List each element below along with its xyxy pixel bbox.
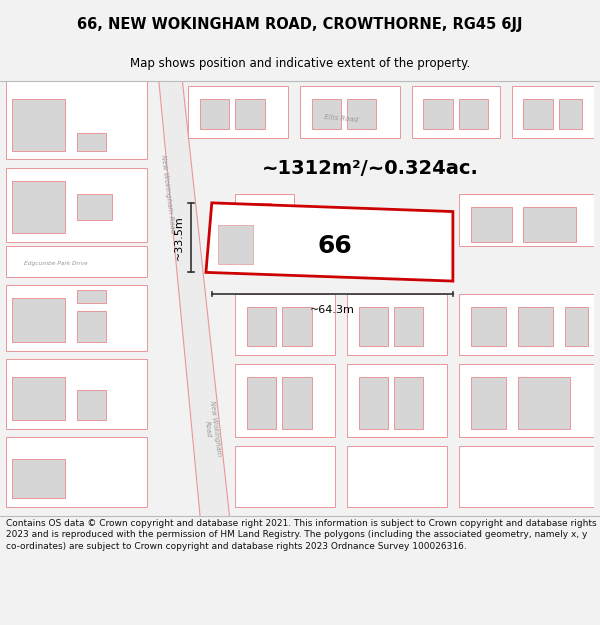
Bar: [518, 307, 553, 346]
Bar: [77, 389, 106, 420]
Bar: [470, 377, 506, 429]
Text: New Wokingham
Road: New Wokingham Road: [202, 400, 221, 458]
Bar: [12, 459, 65, 498]
Bar: [12, 99, 65, 151]
Bar: [512, 86, 594, 138]
Text: 66: 66: [318, 234, 353, 258]
Text: ~33.5m: ~33.5m: [174, 215, 184, 260]
Bar: [12, 298, 65, 342]
Bar: [235, 99, 265, 129]
Bar: [347, 364, 447, 438]
Bar: [523, 208, 577, 242]
Bar: [312, 99, 341, 129]
Text: Ellis Road: Ellis Road: [324, 114, 358, 122]
Text: Contains OS data © Crown copyright and database right 2021. This information is : Contains OS data © Crown copyright and d…: [6, 519, 596, 551]
Bar: [283, 307, 312, 346]
Bar: [394, 307, 424, 346]
Bar: [565, 307, 588, 346]
Bar: [459, 194, 594, 246]
Bar: [77, 290, 106, 302]
Bar: [235, 294, 335, 355]
Bar: [77, 194, 112, 220]
Bar: [347, 446, 447, 507]
Bar: [359, 377, 388, 429]
Bar: [523, 99, 553, 129]
Bar: [235, 446, 335, 507]
Text: Edgcumbe Park Drive: Edgcumbe Park Drive: [23, 261, 87, 266]
Bar: [518, 377, 571, 429]
Bar: [235, 194, 294, 238]
Bar: [347, 99, 376, 129]
Bar: [6, 168, 147, 242]
Bar: [347, 294, 447, 355]
Bar: [412, 86, 500, 138]
Bar: [459, 99, 488, 129]
Text: ~1312m²/~0.324ac.: ~1312m²/~0.324ac.: [262, 159, 479, 177]
Bar: [559, 99, 582, 129]
Text: Map shows position and indicative extent of the property.: Map shows position and indicative extent…: [130, 57, 470, 70]
Bar: [359, 307, 388, 346]
Bar: [241, 203, 271, 233]
Bar: [470, 208, 512, 242]
Bar: [6, 81, 147, 159]
Polygon shape: [159, 81, 229, 516]
Bar: [77, 311, 106, 342]
Text: ~64.3m: ~64.3m: [310, 305, 355, 315]
Bar: [459, 364, 594, 438]
Bar: [470, 307, 506, 346]
Bar: [12, 377, 65, 420]
Bar: [235, 364, 335, 438]
Bar: [6, 359, 147, 429]
Bar: [6, 438, 147, 507]
Bar: [218, 224, 253, 264]
Polygon shape: [206, 203, 453, 281]
Bar: [6, 286, 147, 351]
Bar: [283, 377, 312, 429]
Bar: [247, 307, 277, 346]
Bar: [6, 246, 147, 277]
Text: New Wokingham Road: New Wokingham Road: [160, 154, 176, 234]
Bar: [188, 86, 288, 138]
Text: 66, NEW WOKINGHAM ROAD, CROWTHORNE, RG45 6JJ: 66, NEW WOKINGHAM ROAD, CROWTHORNE, RG45…: [77, 17, 523, 32]
Bar: [12, 181, 65, 233]
Bar: [247, 377, 277, 429]
Bar: [459, 446, 594, 507]
Bar: [200, 99, 229, 129]
Bar: [424, 99, 453, 129]
Bar: [77, 133, 106, 151]
Bar: [459, 294, 594, 355]
Bar: [394, 377, 424, 429]
Bar: [300, 86, 400, 138]
